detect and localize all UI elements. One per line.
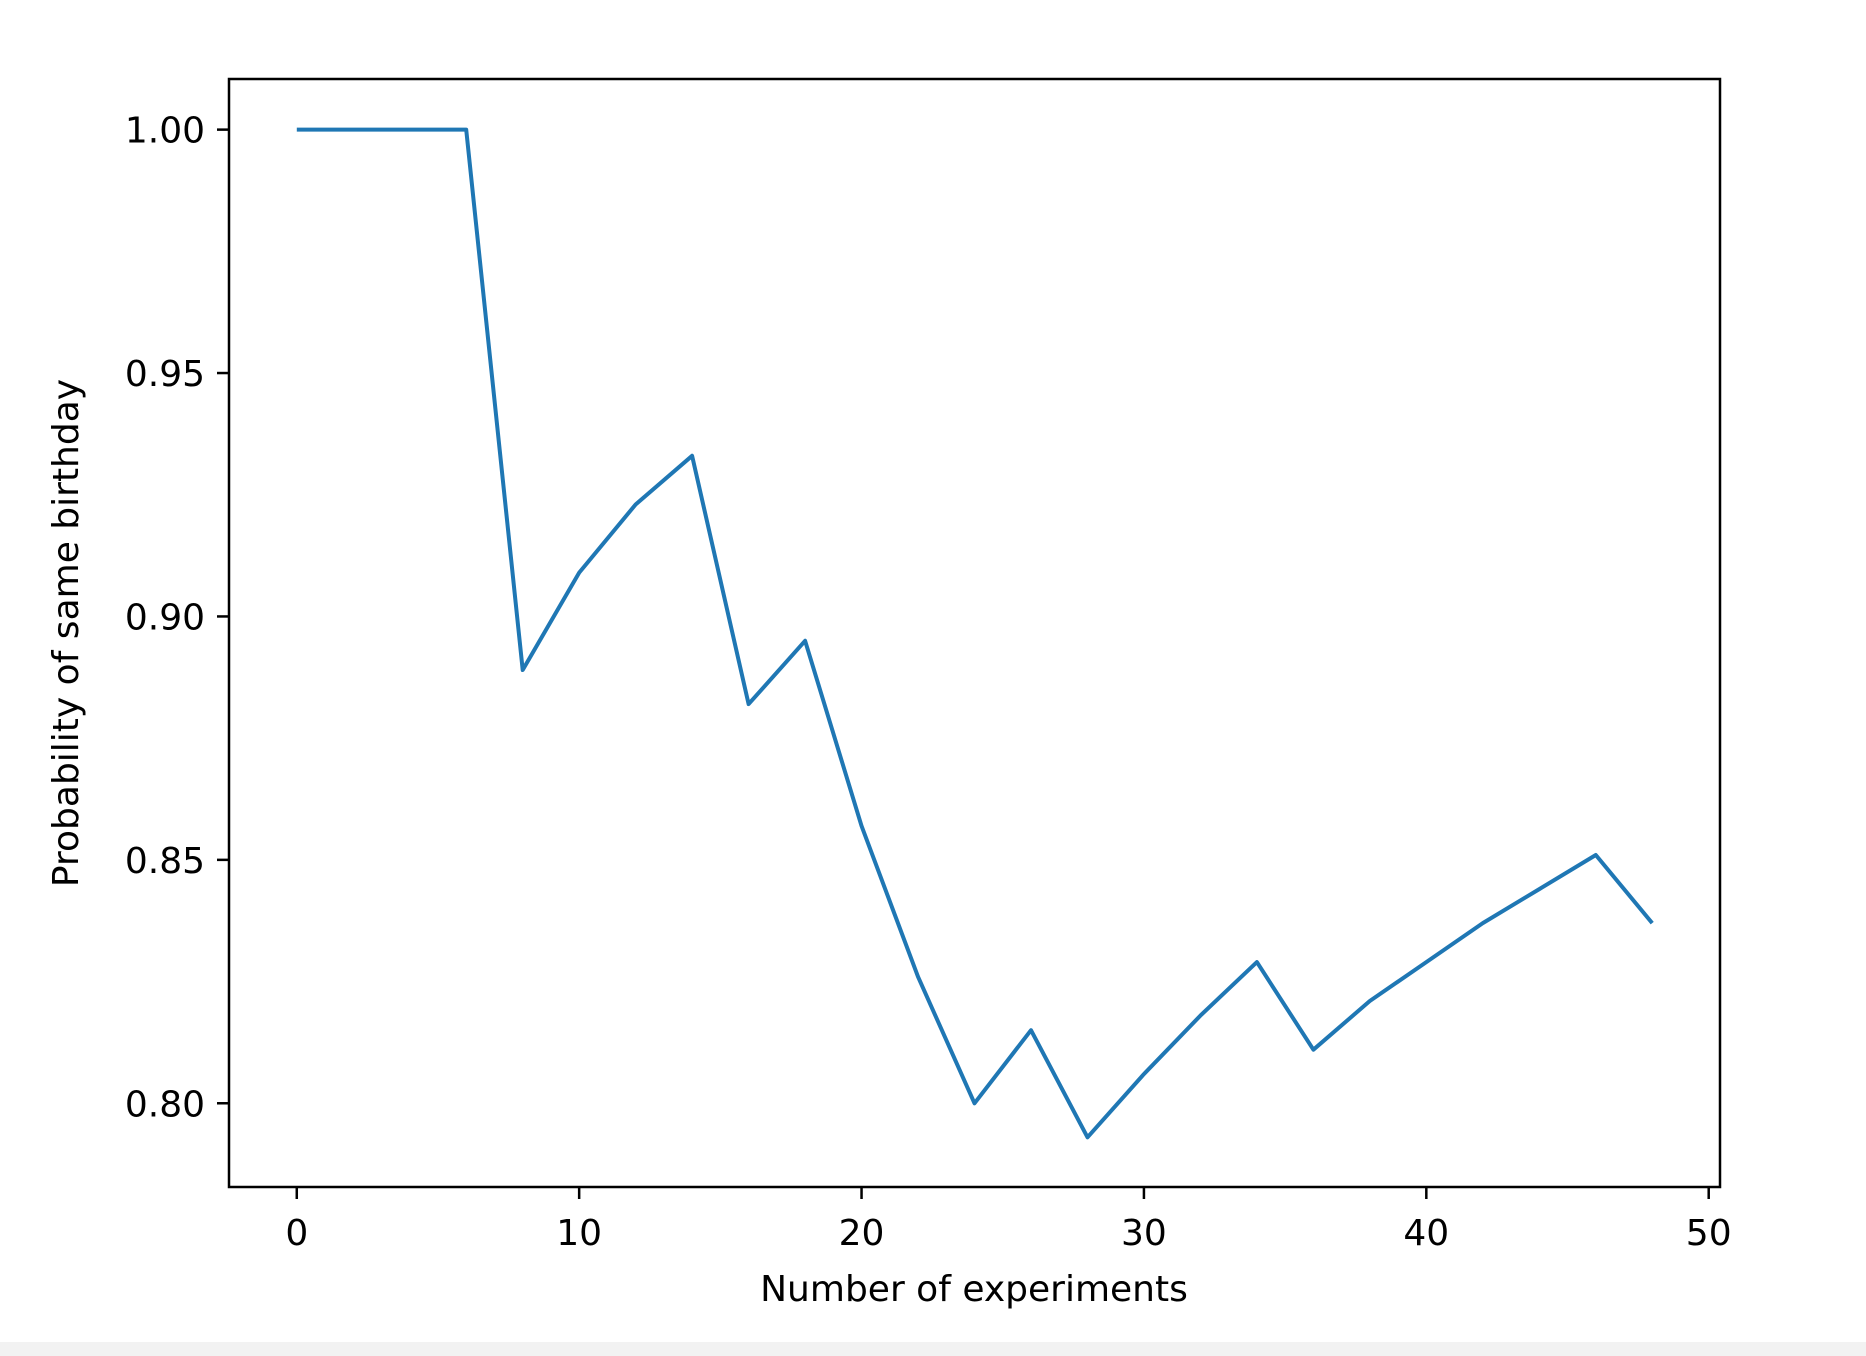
data-point xyxy=(974,1103,975,1104)
x-tick-label: 20 xyxy=(839,1213,885,1254)
data-point xyxy=(1652,923,1653,924)
y-axis-ticks: 0.80 0.85 0.90 0.95 1.00 xyxy=(125,111,229,1125)
y-tick-label: 1.00 xyxy=(125,111,205,152)
data-point xyxy=(353,129,354,130)
plot-area xyxy=(227,77,1722,1189)
y-tick-label: 0.80 xyxy=(125,1084,205,1125)
data-point xyxy=(1539,889,1540,890)
data-point xyxy=(1369,1001,1370,1002)
x-tick-label: 0 xyxy=(285,1213,308,1254)
y-tick-label: 0.85 xyxy=(125,841,205,882)
x-tick-label: 40 xyxy=(1403,1213,1449,1254)
data-point xyxy=(1143,1074,1144,1075)
data-point xyxy=(409,129,410,130)
data-point xyxy=(579,572,580,573)
data-point xyxy=(1313,1049,1314,1050)
x-tick-label: 50 xyxy=(1686,1213,1732,1254)
y-tick-label: 0.95 xyxy=(125,354,205,395)
data-point xyxy=(1595,854,1596,855)
series-layer xyxy=(296,127,1654,1140)
data-point xyxy=(1087,1137,1088,1138)
data-point xyxy=(805,640,806,641)
data-point xyxy=(635,504,636,505)
x-tick-label: 30 xyxy=(1121,1213,1167,1254)
bottom-strip xyxy=(0,1342,1866,1356)
data-point xyxy=(466,129,467,130)
data-point xyxy=(1426,962,1427,963)
y-tick-label: 0.90 xyxy=(125,597,205,638)
data-point xyxy=(1256,962,1257,963)
data-point xyxy=(918,976,919,977)
data-point xyxy=(522,669,523,670)
y-axis-label: Probability of same birthday xyxy=(46,379,87,887)
data-point xyxy=(748,704,749,705)
x-axis-label: Number of experiments xyxy=(760,1269,1188,1310)
data-point xyxy=(1482,923,1483,924)
x-axis-ticks: 0 10 20 30 40 50 xyxy=(285,1187,1732,1254)
data-point xyxy=(296,129,297,130)
data-point xyxy=(692,455,693,456)
data-point xyxy=(1200,1015,1201,1016)
data-point xyxy=(1030,1030,1031,1031)
x-tick-label: 10 xyxy=(556,1213,602,1254)
series-line xyxy=(296,127,1654,1140)
data-point xyxy=(861,825,862,826)
